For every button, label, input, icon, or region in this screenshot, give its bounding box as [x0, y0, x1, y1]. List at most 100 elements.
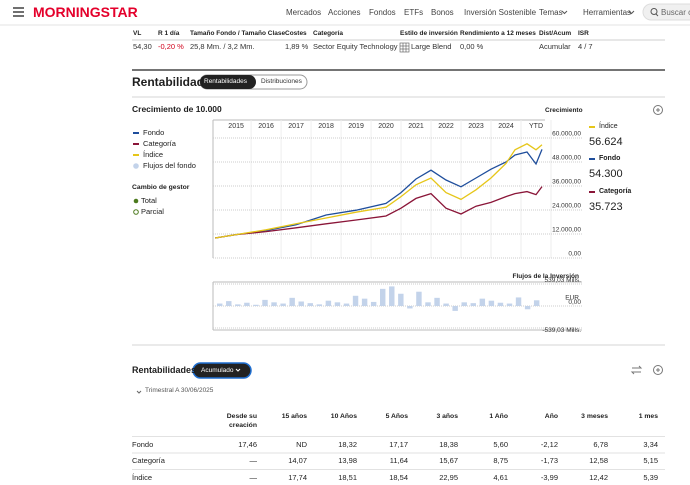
search-icon — [655, 13, 659, 17]
bar — [271, 302, 277, 306]
bar — [334, 302, 341, 306]
legend-label: Flujos del fondo — [143, 160, 196, 170]
cell: 18,54 — [389, 472, 408, 482]
y-tick-label: -539,03 Mills. — [542, 327, 581, 334]
x-tick-label: 2018 — [318, 123, 334, 130]
cell: 17,17 — [389, 439, 408, 449]
stat-label: Estilo de inversión — [400, 30, 458, 38]
expand-icon[interactable] — [653, 105, 663, 115]
bar — [289, 297, 295, 306]
period-chevron[interactable] — [136, 390, 142, 394]
y-tick-label: 36.000,00 — [552, 179, 581, 186]
bar — [398, 293, 404, 306]
x-tick-label: YTD — [529, 123, 543, 130]
cell: 12,42 — [589, 472, 608, 482]
section-title: Rentabilidades — [132, 365, 197, 375]
x-tick-label: 2016 — [258, 123, 274, 130]
cell: 5,60 — [493, 439, 508, 449]
series-line — [214, 149, 543, 239]
bar — [343, 303, 350, 306]
y-tick-label: 0,00 — [568, 251, 581, 258]
cell: 18,38 — [439, 439, 458, 449]
x-tick-label: 2020 — [378, 123, 394, 130]
stat-value: Sector Equity Technology — [313, 42, 398, 52]
column-header: 3 años — [436, 412, 458, 420]
tab-selected[interactable] — [200, 75, 256, 89]
y-tick-label: 48.000,00 — [552, 155, 581, 162]
nav-item[interactable]: Temas — [539, 7, 563, 17]
nav-item[interactable]: Acciones — [328, 7, 361, 17]
end-value: 54.300 — [589, 168, 623, 180]
nav-chevron — [561, 10, 568, 15]
stat-value: Large Blend — [411, 42, 452, 52]
stat-value: 1,89 % — [285, 42, 309, 52]
nav-item[interactable]: Inversión Sostenible — [464, 7, 537, 17]
bar — [452, 306, 458, 311]
cell: 8,75 — [493, 456, 508, 466]
nav-item[interactable]: Fondos — [369, 7, 396, 17]
cell: 11,64 — [389, 456, 408, 466]
cell: 15,67 — [439, 456, 458, 466]
bar — [316, 304, 323, 306]
bar — [380, 288, 386, 306]
x-tick-label: 2019 — [348, 123, 364, 130]
cell: 14,07 — [288, 456, 307, 466]
cell: 5,15 — [643, 456, 658, 466]
row-label: Fondo — [132, 439, 154, 449]
x-tick-label: 2017 — [288, 123, 304, 130]
cell: — — [249, 456, 258, 466]
column-header: 5 Años — [385, 412, 408, 420]
nav-item[interactable]: Bonos — [431, 7, 454, 17]
bar — [497, 302, 504, 306]
column-header: Desde su creación — [226, 413, 257, 429]
nav-item[interactable]: Mercados — [286, 7, 322, 17]
nav-item[interactable]: ETFs — [404, 7, 424, 17]
x-tick-label: 2022 — [438, 123, 454, 130]
y-tick-label: 60.000,00 — [552, 131, 581, 138]
stat-label: Tamaño Fondo / Tamaño Clase — [190, 30, 286, 38]
search-box[interactable] — [642, 3, 690, 21]
menu-icon[interactable] — [13, 7, 24, 17]
cell: — — [249, 472, 258, 482]
column-header: 1 mes — [638, 412, 658, 420]
nav-bar — [0, 0, 690, 25]
cell: 17,46 — [238, 439, 257, 449]
tab[interactable]: Rentabilidades — [204, 78, 248, 86]
marker-icon — [133, 198, 139, 204]
bar — [307, 303, 313, 306]
nav-item[interactable]: Herramientas — [583, 7, 632, 17]
cell: 13,98 — [338, 456, 357, 466]
expand-icon[interactable] — [653, 365, 663, 375]
swap-icon[interactable] — [630, 365, 643, 375]
bar — [217, 303, 223, 306]
search-placeholder[interactable]: Buscar c — [661, 7, 690, 17]
column-header: 1 Año — [489, 412, 508, 420]
bar — [443, 303, 449, 306]
bar — [298, 301, 304, 306]
dropdown-label[interactable]: Acumulado — [201, 366, 234, 374]
legend-swatch — [133, 163, 139, 169]
section-title: Rentabilidad — [132, 74, 205, 89]
stat-value: Acumular — [539, 42, 571, 52]
bar — [533, 300, 540, 306]
period-label[interactable]: Trimestral A 30/06/2025 — [145, 387, 214, 395]
y-tick-label: 24.000,00 — [552, 203, 581, 210]
bar — [325, 300, 332, 306]
tab[interactable]: Distribuciones — [261, 78, 302, 86]
bar — [253, 304, 259, 306]
nav-chevron — [628, 10, 635, 15]
stat-label: VL — [133, 30, 142, 38]
legend-label: Índice — [143, 149, 164, 159]
stat-label: Categoría — [313, 30, 343, 38]
stat-label: R 1 día — [158, 30, 180, 38]
bar — [515, 297, 522, 306]
x-tick-label: 2021 — [408, 123, 424, 130]
bar — [280, 303, 286, 306]
stat-value: -0,20 % — [158, 42, 184, 52]
bar — [461, 302, 467, 306]
style-box-icon — [399, 42, 410, 53]
logo[interactable]: MORNINGSTAR — [33, 4, 138, 20]
dropdown[interactable] — [192, 362, 252, 379]
bar — [407, 306, 413, 309]
